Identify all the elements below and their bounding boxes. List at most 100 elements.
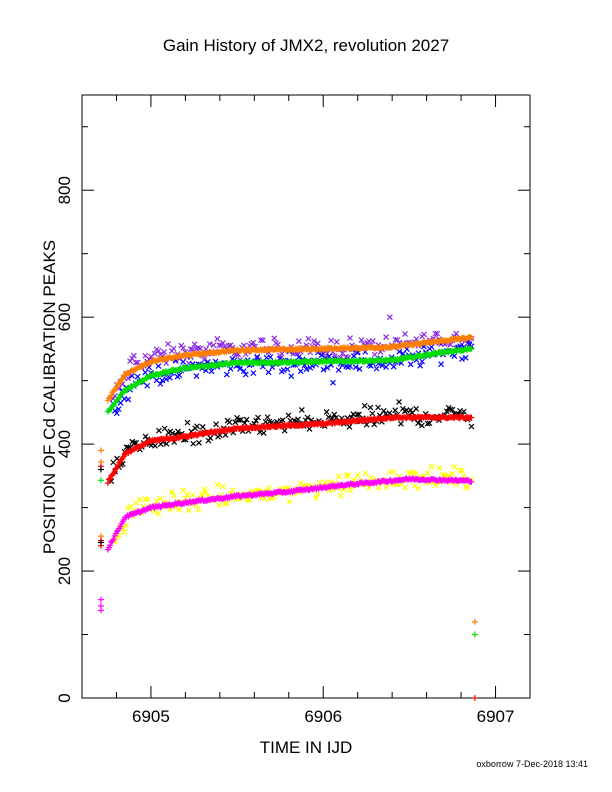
data-point-series-4 bbox=[232, 419, 239, 426]
data-point-series-1 bbox=[407, 361, 414, 368]
data-point-series-0 bbox=[383, 334, 390, 340]
data-point-series-5 bbox=[115, 462, 122, 469]
data-point-series-1 bbox=[352, 364, 359, 371]
data-point-series-4 bbox=[306, 426, 313, 432]
data-point-series-4 bbox=[447, 406, 454, 413]
data-point-series-1 bbox=[267, 354, 274, 360]
outlier-point-4 bbox=[97, 539, 104, 546]
data-point-series-1 bbox=[166, 374, 173, 381]
data-point-series-5 bbox=[112, 465, 119, 472]
data-point-series-6 bbox=[151, 508, 158, 515]
data-point-series-4 bbox=[169, 430, 176, 437]
data-point-series-6 bbox=[170, 492, 177, 499]
data-point-series-1 bbox=[163, 376, 170, 383]
data-point-series-6 bbox=[383, 484, 390, 491]
data-point-series-1 bbox=[254, 353, 261, 360]
data-point-series-6 bbox=[261, 495, 268, 502]
data-point-series-1 bbox=[250, 370, 257, 377]
data-point-series-4 bbox=[415, 420, 421, 427]
data-point-series-6 bbox=[157, 495, 164, 502]
data-point-series-4 bbox=[443, 408, 450, 415]
chart-title: Gain History of JMX2, revolution 2027 bbox=[162, 36, 450, 55]
outlier-point-2 bbox=[471, 695, 478, 701]
data-point-series-0 bbox=[187, 346, 194, 353]
data-point-series-4 bbox=[279, 417, 286, 424]
data-point-series-0 bbox=[421, 331, 427, 338]
data-point-series-2 bbox=[119, 375, 126, 382]
data-point-series-4 bbox=[407, 407, 414, 413]
data-point-series-2 bbox=[118, 376, 125, 383]
data-point-series-0 bbox=[333, 338, 340, 345]
data-point-series-0 bbox=[271, 335, 278, 342]
data-point-series-0 bbox=[311, 338, 317, 344]
data-point-series-6 bbox=[199, 491, 206, 498]
y-tick-label: 800 bbox=[55, 176, 74, 204]
data-point-series-4 bbox=[196, 439, 202, 446]
data-point-series-4 bbox=[354, 411, 361, 418]
data-point-series-0 bbox=[258, 337, 264, 343]
data-point-series-2 bbox=[113, 383, 120, 390]
x-tick-label: 6906 bbox=[304, 707, 342, 726]
data-point-series-2 bbox=[468, 334, 475, 341]
data-point-series-0 bbox=[305, 335, 312, 342]
data-point-series-6 bbox=[413, 470, 420, 477]
data-point-series-4 bbox=[380, 407, 387, 414]
data-point-series-6 bbox=[185, 507, 192, 514]
data-point-series-7 bbox=[107, 542, 114, 549]
data-point-series-6 bbox=[176, 506, 183, 513]
data-point-series-1 bbox=[208, 368, 215, 375]
data-point-series-6 bbox=[366, 484, 372, 491]
data-point-series-0 bbox=[324, 350, 331, 357]
data-point-series-6 bbox=[201, 486, 207, 493]
data-point-series-4 bbox=[369, 410, 376, 417]
data-point-series-6 bbox=[347, 487, 353, 494]
data-point-series-0 bbox=[180, 345, 187, 351]
data-point-series-0 bbox=[369, 338, 376, 344]
data-point-series-4 bbox=[426, 420, 433, 427]
data-point-series-1 bbox=[459, 356, 465, 362]
data-marks bbox=[97, 314, 478, 701]
x-tick-label: 6907 bbox=[477, 707, 515, 726]
data-point-series-1 bbox=[288, 373, 295, 380]
data-point-series-1 bbox=[356, 365, 363, 372]
data-point-series-0 bbox=[453, 330, 460, 337]
data-point-series-1 bbox=[180, 358, 187, 365]
data-point-series-6 bbox=[168, 489, 175, 495]
data-point-series-4 bbox=[285, 412, 292, 419]
data-point-series-4 bbox=[361, 402, 368, 409]
data-point-series-6 bbox=[402, 484, 408, 491]
data-point-series-5 bbox=[116, 459, 123, 466]
data-point-series-6 bbox=[184, 491, 190, 498]
outlier-point-4 bbox=[97, 466, 104, 473]
data-point-series-0 bbox=[170, 345, 177, 352]
data-point-series-4 bbox=[298, 406, 305, 413]
data-point-series-6 bbox=[449, 470, 456, 477]
data-point-series-0 bbox=[328, 337, 335, 344]
data-point-series-4 bbox=[243, 416, 250, 423]
data-point-series-1 bbox=[176, 372, 183, 379]
data-point-series-1 bbox=[237, 365, 243, 372]
data-point-series-5 bbox=[107, 475, 114, 482]
data-point-series-1 bbox=[142, 369, 149, 376]
data-point-series-4 bbox=[413, 405, 420, 412]
data-point-series-1 bbox=[113, 410, 120, 417]
y-tick-label: 200 bbox=[55, 557, 74, 585]
data-point-series-3 bbox=[112, 399, 119, 406]
data-point-series-4 bbox=[325, 414, 332, 420]
data-point-series-0 bbox=[358, 337, 365, 343]
data-point-series-0 bbox=[413, 336, 420, 342]
data-point-series-6 bbox=[121, 528, 128, 535]
data-point-series-0 bbox=[151, 350, 158, 357]
data-point-series-6 bbox=[436, 465, 443, 471]
data-point-series-3 bbox=[468, 345, 475, 352]
data-point-series-4 bbox=[142, 433, 149, 440]
data-point-series-5 bbox=[111, 468, 118, 475]
outlier-point-1 bbox=[97, 477, 104, 484]
data-point-series-0 bbox=[432, 330, 439, 337]
data-point-series-6 bbox=[354, 472, 361, 479]
x-tick-label: 6905 bbox=[132, 707, 170, 726]
data-point-series-3 bbox=[467, 346, 474, 353]
data-point-series-1 bbox=[193, 373, 200, 379]
data-point-series-1 bbox=[419, 358, 426, 365]
